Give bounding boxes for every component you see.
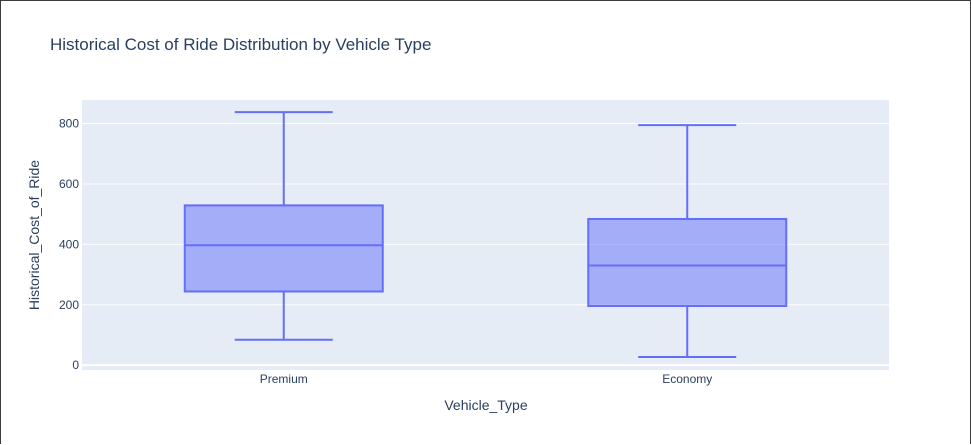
y-tick-label: 400 — [59, 237, 79, 251]
y-tick-labels: 0 200 400 600 800 — [59, 117, 79, 373]
box-series — [183, 111, 788, 359]
x-axis-title: Vehicle_Type — [444, 397, 527, 413]
y-tick-label: 0 — [72, 358, 79, 372]
x-tick-label: Economy — [662, 372, 712, 386]
x-tick-labels: Premium Economy — [260, 372, 713, 386]
y-tick-label: 200 — [59, 298, 79, 312]
y-axis-title: Historical_Cost_of_Ride — [26, 160, 42, 310]
box-economy — [587, 124, 788, 359]
iqr-box — [183, 204, 384, 293]
chart-title: Historical Cost of Ride Distribution by … — [50, 35, 431, 54]
x-tick-label: Premium — [260, 372, 308, 386]
iqr-box — [587, 217, 788, 307]
box-premium — [183, 111, 384, 341]
y-tick-label: 600 — [59, 177, 79, 191]
y-tick-label: 800 — [59, 117, 79, 131]
